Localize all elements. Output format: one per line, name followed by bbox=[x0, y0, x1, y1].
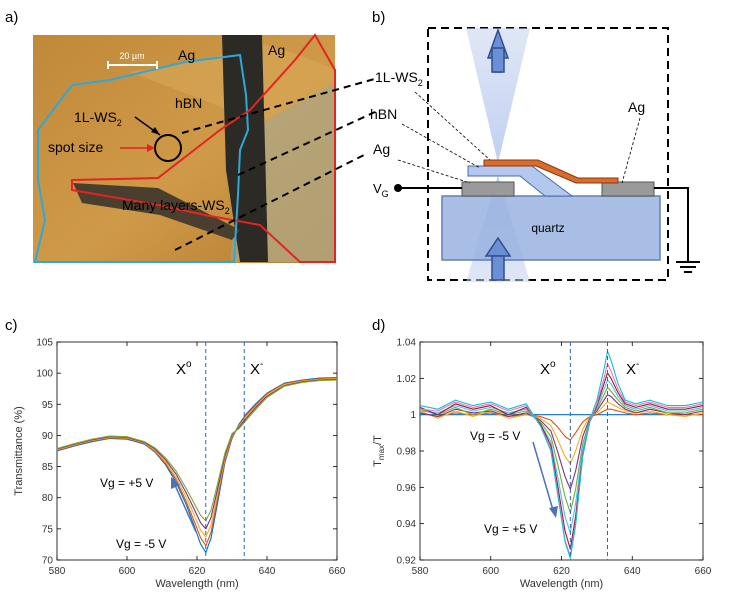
blue-outline bbox=[33, 53, 250, 263]
panel-d-label: d) bbox=[372, 317, 385, 334]
label-many-layers: Many layers-WS2 bbox=[122, 197, 230, 216]
micrograph: 20 µm Ag Ag hBN 1L-WS2 spot size Many la… bbox=[33, 33, 336, 263]
series-line bbox=[419, 379, 704, 534]
label-ag-b-left: Ag bbox=[373, 141, 390, 157]
x-tick-label: 620 bbox=[553, 566, 570, 577]
beam-top bbox=[466, 28, 530, 163]
y-axis-label: Transmittance (%) bbox=[13, 406, 25, 495]
dash-line-1 bbox=[181, 77, 379, 134]
x-tick-label: 640 bbox=[259, 566, 276, 577]
y-tick-label: 0.94 bbox=[397, 519, 417, 530]
annotation-vg-plus: Vg = +5 V bbox=[100, 476, 153, 490]
label-1l-ws2-b: 1L-WS2 bbox=[375, 69, 423, 88]
panel-b-label: b) bbox=[372, 9, 385, 26]
ag-electrode-left bbox=[461, 181, 515, 197]
dash-line-2 bbox=[237, 111, 376, 176]
y-tick-label: 95 bbox=[42, 400, 54, 411]
plot-frame bbox=[419, 341, 704, 561]
quartz-substrate bbox=[441, 195, 661, 261]
x-axis-label: Wavelength (nm) bbox=[520, 578, 603, 590]
dash-line-3 bbox=[174, 152, 369, 251]
schematic-frame bbox=[427, 27, 669, 281]
annotation-vg-plus: Vg = +5 V bbox=[484, 522, 537, 536]
series-line bbox=[419, 386, 704, 514]
y-tick-label: 75 bbox=[42, 524, 54, 535]
vg-arrow bbox=[532, 441, 554, 511]
y-tick-label: 1.02 bbox=[397, 374, 417, 385]
vg-arrow bbox=[173, 482, 197, 533]
series-line bbox=[56, 378, 338, 538]
plot-frame bbox=[56, 341, 338, 561]
panel-a-label: a) bbox=[5, 9, 18, 26]
vg-arrowhead bbox=[549, 506, 558, 518]
x-tick-label: 600 bbox=[482, 566, 499, 577]
y-tick-label: 85 bbox=[42, 462, 54, 473]
device-schematic: quartz VG 1L-WS2 hBN Ag Ag bbox=[370, 27, 700, 282]
x-tick-label: 580 bbox=[412, 566, 429, 577]
series-line bbox=[56, 378, 338, 530]
label-ag-left: Ag bbox=[178, 47, 195, 63]
ground-wire bbox=[654, 187, 689, 262]
series-line bbox=[419, 350, 704, 559]
chart-c: 580 600 620 640 660 70 75 80 85 90 95 100 105 Wavelen… bbox=[13, 338, 346, 591]
x-tick-label: 600 bbox=[119, 566, 136, 577]
label-1l-ws2-a: 1L-WS2 bbox=[74, 109, 122, 128]
label-hbn: hBN bbox=[175, 95, 202, 111]
x-tick-label: 640 bbox=[624, 566, 641, 577]
series-line bbox=[419, 394, 704, 490]
label-hbn-b: hBN bbox=[370, 106, 397, 122]
peak-marker-label: Xo bbox=[540, 359, 556, 378]
peak-marker-label: X- bbox=[250, 359, 263, 378]
y-tick-label: 0.92 bbox=[397, 556, 417, 567]
label-ag-right: Ag bbox=[268, 42, 285, 58]
x-tick-label: 620 bbox=[189, 566, 206, 577]
ws2-layer bbox=[483, 159, 619, 184]
ag-dark-electrode bbox=[222, 35, 268, 262]
y-tick-label: 105 bbox=[36, 338, 53, 349]
vg-arrowhead bbox=[171, 477, 180, 489]
y-tick-label: 1 bbox=[410, 410, 416, 421]
panel-c-label: c) bbox=[5, 317, 18, 334]
label-quartz: quartz bbox=[531, 221, 564, 235]
x-tick-label: 580 bbox=[49, 566, 66, 577]
annotation-vg-minus: Vg = -5 V bbox=[116, 537, 166, 551]
y-tick-label: 80 bbox=[42, 493, 54, 504]
scale-bar-label: 20 µm bbox=[119, 51, 144, 61]
ag-electrode-right bbox=[601, 181, 655, 197]
label-vg: VG bbox=[373, 181, 389, 199]
y-tick-label: 0.96 bbox=[397, 483, 417, 494]
red-outline bbox=[71, 33, 336, 263]
peak-marker-label: Xo bbox=[176, 359, 192, 378]
y-tick-label: 70 bbox=[42, 556, 54, 567]
y-tick-label: 1.04 bbox=[397, 338, 417, 349]
y-tick-label: 90 bbox=[42, 431, 54, 442]
x-tick-label: 660 bbox=[329, 566, 346, 577]
x-tick-label: 660 bbox=[695, 566, 712, 577]
chart-d: 580 600 620 640 660 0.92 0.94 0.96 0.98 1 1.02 1.04… bbox=[372, 338, 712, 591]
label-ag-b-right: Ag bbox=[628, 99, 645, 115]
series-line bbox=[419, 408, 703, 441]
y-tick-label: 100 bbox=[36, 369, 53, 380]
peak-marker-label: X- bbox=[626, 359, 639, 378]
annotation-vg-minus: Vg = -5 V bbox=[470, 429, 520, 443]
y-axis-label: Tmax/T bbox=[372, 435, 386, 467]
y-tick-label: 0.98 bbox=[397, 447, 417, 458]
x-axis-label: Wavelength (nm) bbox=[155, 578, 238, 590]
label-spot-size: spot size bbox=[48, 139, 103, 155]
